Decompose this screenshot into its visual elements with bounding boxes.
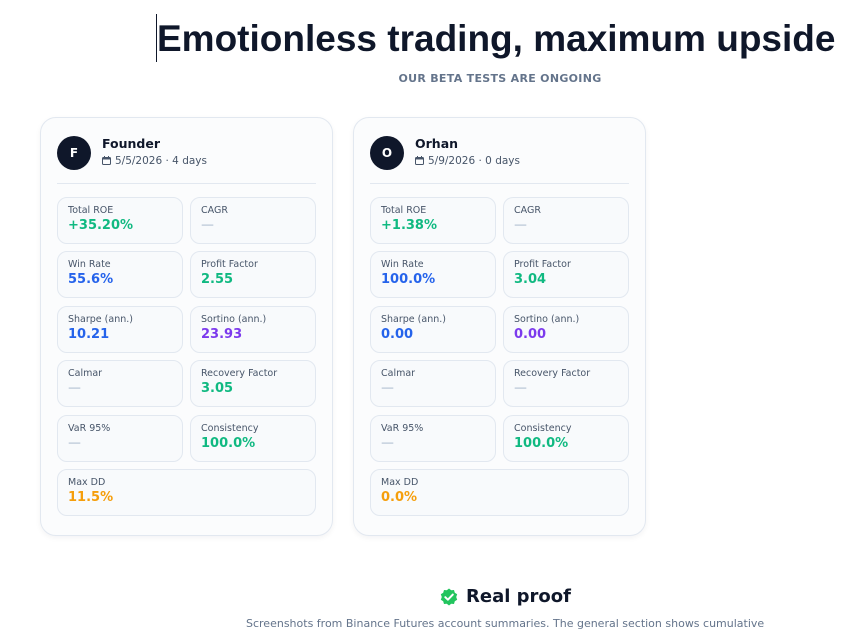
date-text: 5/9/2026 · 0 days (428, 154, 520, 167)
metric-value: 100.0% (201, 435, 256, 451)
avatar: O (370, 136, 404, 170)
account-card: O Orhan 5/9/2026 · 0 days Total ROE +1.38% CA… (353, 117, 646, 536)
date-text: 5/5/2026 · 4 days (115, 154, 207, 167)
metric-value: 100.0% (514, 435, 569, 451)
metric-value: 11.5% (68, 489, 114, 505)
metric-label: VaR 95% (68, 422, 111, 434)
metric-value: 100.0% (381, 272, 436, 288)
metric-box: Max DD 11.5% (57, 468, 316, 516)
metric-box: Sortino (ann.) 23.93 (190, 305, 316, 353)
metric-box: VaR 95% — (370, 414, 496, 462)
divider (370, 183, 629, 184)
proof-text: Screenshots from Binance Futures account… (246, 617, 765, 630)
metric-label: Win Rate (381, 259, 424, 271)
account-name: Orhan (415, 135, 459, 151)
metric-label: Win Rate (68, 259, 111, 271)
metric-label: Sharpe (ann.) (68, 313, 133, 325)
metric-value: 0.0% (381, 489, 418, 505)
metric-label: Profit Factor (201, 259, 258, 271)
metric-value: 0.00 (514, 326, 547, 342)
page-subtitle: OUR BETA TESTS ARE ONGOING (398, 72, 602, 85)
metric-label: Total ROE (68, 205, 114, 216)
metric-box: Sharpe (ann.) 0.00 (370, 305, 496, 353)
metrics-grid: Total ROE +35.20% CAGR — Win Rate 55.6% Profit… (57, 197, 316, 516)
metric-label: Calmar (68, 368, 103, 380)
metric-box: Total ROE +1.38% (370, 197, 496, 244)
metric-box: Recovery Factor — (503, 360, 629, 408)
metric-value: — (201, 218, 214, 233)
account-info: Founder 5/5/2026 · 4 days (102, 136, 207, 167)
metric-value: +1.38% (381, 218, 437, 233)
metric-label: Profit Factor (514, 259, 571, 271)
metric-label: VaR 95% (381, 422, 424, 434)
proof-title: Real proof (466, 586, 571, 607)
metric-box: Max DD 0.0% (370, 468, 629, 516)
account-date: 5/5/2026 · 4 days (102, 155, 207, 167)
metric-value: — (381, 381, 394, 397)
metric-box: Win Rate 55.6% (57, 251, 183, 299)
text-caret (156, 14, 157, 62)
metric-value: — (68, 381, 81, 397)
card-header: F Founder 5/5/2026 · 4 days (57, 136, 316, 170)
metric-value: 2.55 (201, 272, 234, 288)
metric-label: Max DD (68, 476, 106, 488)
metric-label: Sortino (ann.) (201, 313, 267, 325)
metric-value: 3.04 (514, 272, 547, 288)
metric-box: Sharpe (ann.) 10.21 (57, 305, 183, 353)
metric-box: Profit Factor 2.55 (190, 251, 316, 299)
metric-label: CAGR (201, 205, 228, 216)
metric-label: Total ROE (381, 205, 427, 216)
metric-value: 55.6% (68, 272, 114, 288)
metric-box: CAGR — (503, 197, 629, 244)
account-card: F Founder 5/5/2026 · 4 days Total ROE +35.20… (40, 117, 333, 536)
metric-value: — (68, 435, 81, 451)
account-date: 5/9/2026 · 0 days (415, 155, 520, 167)
avatar: F (57, 136, 91, 170)
metric-label: CAGR (514, 205, 541, 216)
metric-value: 0.00 (381, 326, 414, 342)
metric-value: — (514, 381, 527, 397)
metric-value: — (514, 218, 527, 233)
metric-label: Max DD (381, 476, 419, 488)
metric-box: Calmar — (57, 360, 183, 408)
metric-box: Win Rate 100.0% (370, 251, 496, 299)
check-icon (440, 588, 458, 605)
calendar-icon (415, 156, 424, 165)
metric-box: Total ROE +35.20% (57, 197, 183, 244)
proof-heading: Real proof (440, 586, 571, 607)
metric-value: 23.93 (201, 326, 243, 342)
calendar-icon (102, 156, 111, 165)
metric-value: — (381, 435, 394, 451)
account-info: Orhan 5/9/2026 · 0 days (415, 136, 520, 167)
metric-label: Consistency (201, 422, 259, 434)
account-name: Founder (102, 135, 161, 151)
metric-label: Calmar (381, 368, 416, 380)
metric-box: Calmar — (370, 360, 496, 408)
metric-box: VaR 95% — (57, 414, 183, 462)
metric-label: Recovery Factor (514, 368, 591, 380)
metric-label: Sharpe (ann.) (381, 313, 446, 325)
metric-box: Profit Factor 3.04 (503, 251, 629, 299)
metric-value: 3.05 (201, 381, 234, 397)
metric-box: Consistency 100.0% (190, 414, 316, 462)
metric-value: +35.20% (68, 218, 134, 233)
metric-box: CAGR — (190, 197, 316, 244)
metric-box: Sortino (ann.) 0.00 (503, 305, 629, 353)
metrics-grid: Total ROE +1.38% CAGR — Win Rate 100.0% Profit… (370, 197, 629, 516)
divider (57, 183, 316, 184)
metric-value: 10.21 (68, 326, 110, 342)
metric-label: Consistency (514, 422, 572, 434)
metric-box: Consistency 100.0% (503, 414, 629, 462)
metric-box: Recovery Factor 3.05 (190, 360, 316, 408)
card-header: O Orhan 5/9/2026 · 0 days (370, 136, 629, 170)
metric-label: Sortino (ann.) (514, 313, 580, 325)
page-title: Emotionless trading, maximum upside (157, 18, 836, 59)
metric-label: Recovery Factor (201, 368, 278, 380)
